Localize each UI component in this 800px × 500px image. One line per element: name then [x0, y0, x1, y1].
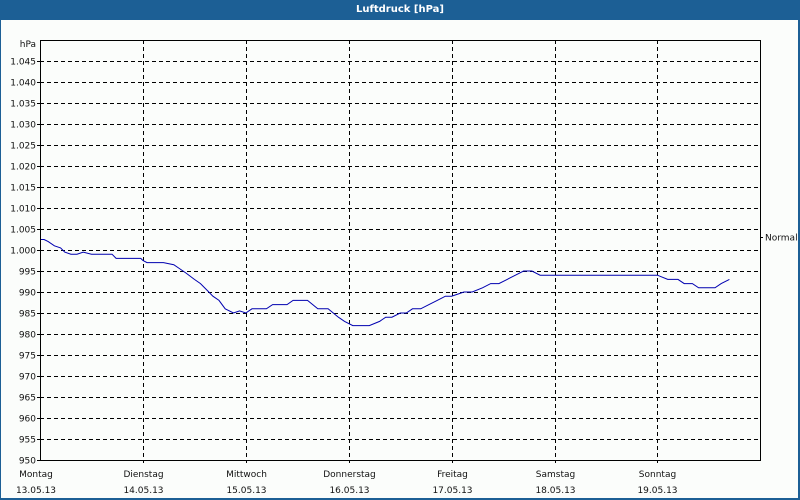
y-tick-label: 1.030 [10, 121, 36, 131]
x-tick-date-label: 15.05.13 [226, 486, 266, 496]
y-axis: 950 955 960 965 970 975 980 985 990 995 1.000 1.005… [10, 40, 40, 467]
y-tick-label: 985 [19, 310, 36, 320]
x-tick-day-label: Montag [19, 470, 53, 480]
x-tick-date-label: 17.05.13 [432, 486, 472, 496]
x-tick-date-label: 13.05.13 [16, 486, 56, 496]
x-tick-date-label: 19.05.13 [637, 486, 677, 496]
plot-area-border [40, 40, 761, 461]
grid-lines [40, 40, 760, 463]
x-tick-day-label: Mittwoch [226, 470, 267, 480]
x-tick-day-label: Sonntag [639, 470, 676, 480]
y-tick-label: 1.040 [10, 79, 36, 89]
y-tick-label: 1.015 [10, 184, 36, 194]
y-tick-label: 990 [19, 289, 36, 299]
y-tick-label: 995 [19, 268, 36, 278]
y-tick-label: 975 [19, 352, 36, 362]
x-tick-day-label: Dienstag [123, 470, 163, 480]
y-tick-label: 1.035 [10, 100, 36, 110]
y-tick-label: 965 [19, 394, 36, 404]
y-tick-label: 980 [19, 331, 36, 341]
x-tick-day-label: Samstag [536, 470, 575, 480]
y-tick-label: 1.025 [10, 142, 36, 152]
normal-label: Normal [765, 234, 798, 244]
y-axis-unit-label: hPa [20, 40, 36, 50]
y-tick-label: 1.005 [10, 226, 36, 236]
x-tick-date-label: 16.05.13 [329, 486, 369, 496]
normal-reference-marker: Normal [760, 234, 798, 244]
y-tick-label: 1.045 [10, 58, 36, 68]
chart-title: Luftdruck [hPa] [356, 4, 444, 15]
y-tick-label: 1.020 [10, 163, 36, 173]
pressure-series-line [40, 239, 730, 327]
x-axis: Montag 13.05.13 Dienstag 14.05.13 Mittwoch 15… [16, 470, 678, 496]
y-tick-label: 960 [19, 415, 36, 425]
y-tick-label: 950 [19, 457, 36, 467]
y-tick-label: 1.000 [10, 247, 36, 257]
y-tick-label: 970 [19, 373, 36, 383]
y-tick-label: 1.010 [10, 205, 36, 215]
x-tick-date-label: 14.05.13 [123, 486, 163, 496]
x-tick-day-label: Donnerstag [323, 470, 376, 480]
y-tick-label: 955 [19, 436, 36, 446]
x-tick-date-label: 18.05.13 [535, 486, 575, 496]
x-tick-day-label: Freitag [437, 470, 468, 480]
